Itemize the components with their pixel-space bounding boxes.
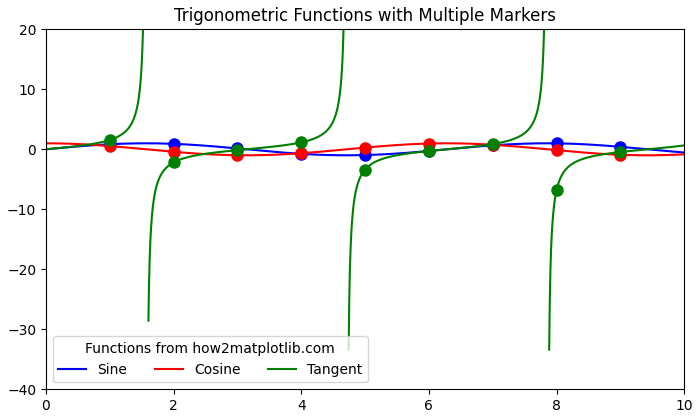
Title: Trigonometric Functions with Multiple Markers: Trigonometric Functions with Multiple Ma… xyxy=(174,7,556,25)
Legend: Sine, Cosine, Tangent: Sine, Cosine, Tangent xyxy=(53,336,368,382)
